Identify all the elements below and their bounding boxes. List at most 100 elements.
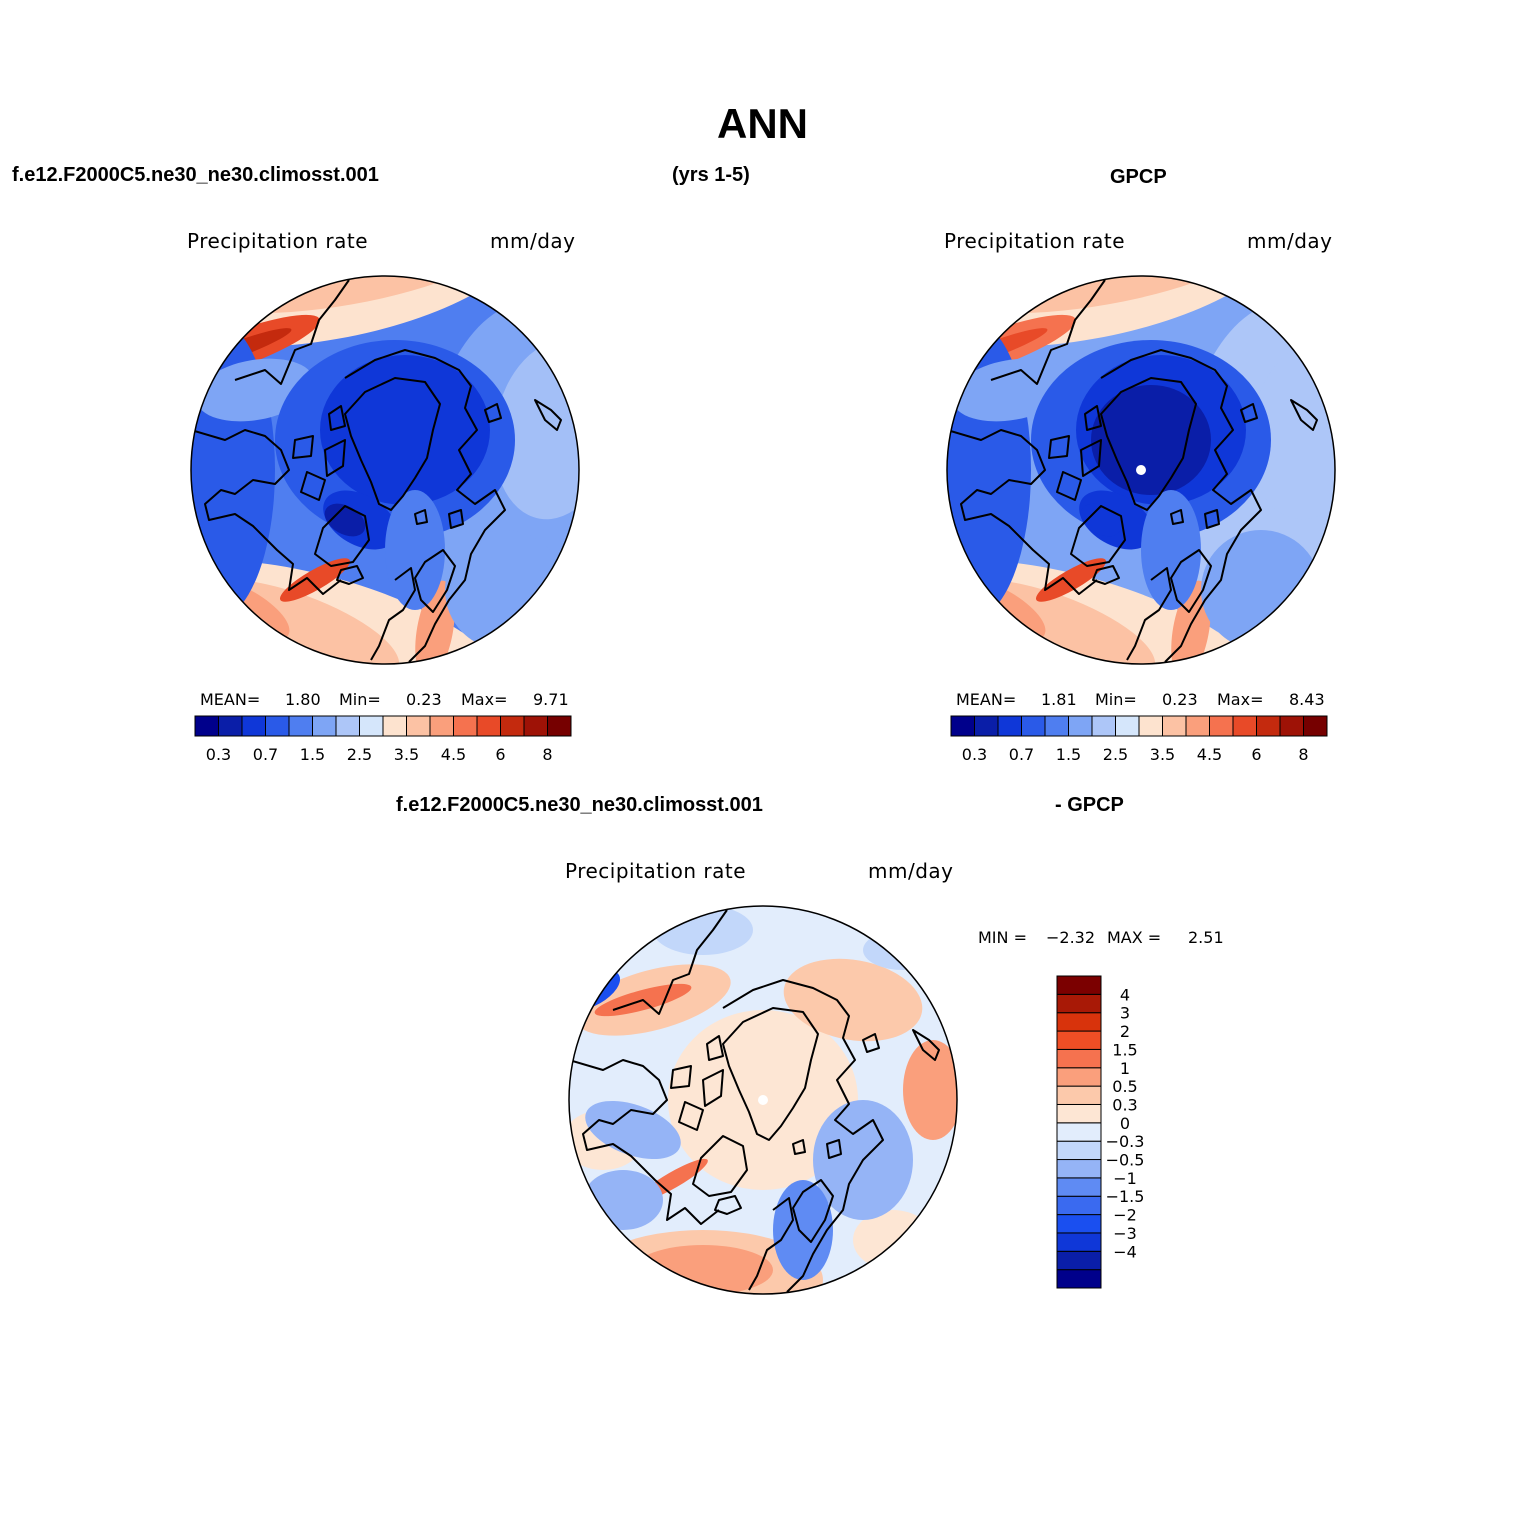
colorbar-swatch <box>288 715 313 737</box>
years-label: (yrs 1-5) <box>672 164 750 186</box>
colorbar-swatch <box>1068 715 1093 737</box>
colorbar-swatch <box>429 715 454 737</box>
colorbar-swatch <box>1056 1140 1102 1161</box>
panel2-variable: Precipitation rate <box>944 229 1125 253</box>
colorbar-swatch <box>1091 715 1116 737</box>
colorbar-swatch <box>241 715 266 737</box>
colorbar-swatch <box>476 715 501 737</box>
panel2-colorbar: 0.3 0.7 1.5 2.5 3.5 4.5 6 8 <box>950 715 1328 764</box>
pole-marker <box>1136 465 1146 475</box>
panel3-polar-map <box>568 905 958 1295</box>
colorbar-tick-label: 1.5 <box>300 745 325 764</box>
colorbar-tick-label: 0.3 <box>206 745 231 764</box>
colorbar-tick-label: 4.5 <box>441 745 466 764</box>
colorbar-tick-label: 0.7 <box>1009 745 1034 764</box>
case-name-bottom: f.e12.F2000C5.ne30_ne30.climosst.001 <box>396 794 763 816</box>
colorbar-tick-label: 2.5 <box>347 745 372 764</box>
colorbar-tick-label: −0.5 <box>1106 1151 1145 1170</box>
colorbar-swatch <box>974 715 999 737</box>
colorbar-swatch <box>406 715 431 737</box>
panel1-min-value: 0.23 <box>406 690 442 709</box>
colorbar-tick-label: 3.5 <box>394 745 419 764</box>
colorbar-swatch <box>1056 1232 1102 1252</box>
colorbar-tick-label: 3.5 <box>1150 745 1175 764</box>
colorbar-tick-label: 4.5 <box>1197 745 1222 764</box>
colorbar-swatch <box>1056 1269 1102 1289</box>
colorbar-swatch <box>1303 715 1328 737</box>
case-name-top: f.e12.F2000C5.ne30_ne30.climosst.001 <box>12 164 379 186</box>
panel3-variable: Precipitation rate <box>565 859 746 883</box>
colorbar-swatch <box>1056 1122 1102 1142</box>
colorbar-swatch <box>1056 1195 1102 1216</box>
colorbar-tick-label: 3 <box>1120 1004 1130 1023</box>
colorbar-swatch <box>500 715 525 737</box>
panel1-units: mm/day <box>490 229 576 253</box>
colorbar-tick-label: 8 <box>1298 745 1308 764</box>
colorbar-swatch <box>1115 715 1140 737</box>
colorbar-swatch <box>1256 715 1281 737</box>
panel3-max-value: 2.51 <box>1188 928 1224 947</box>
obs-name-top: GPCP <box>1110 166 1167 188</box>
panel2-max-label: Max= <box>1217 690 1264 709</box>
colorbar-swatch <box>1056 1085 1102 1105</box>
colorbar-tick-label: 4 <box>1120 985 1130 1004</box>
panel1-colorbar: 0.3 0.7 1.5 2.5 3.5 4.5 6 8 <box>194 715 572 764</box>
colorbar-tick-label: −4 <box>1113 1242 1137 1261</box>
colorbar-swatch <box>1056 1159 1102 1179</box>
colorbar-swatch <box>453 715 478 737</box>
pole-marker <box>758 1095 768 1105</box>
colorbar-swatch <box>359 715 384 737</box>
panel1-mean-value: 1.80 <box>285 690 321 709</box>
colorbar-swatch <box>997 715 1022 737</box>
colorbar-swatch <box>1056 1177 1102 1197</box>
colorbar-swatch <box>1056 1048 1102 1069</box>
colorbar-tick-label: 0.7 <box>253 745 278 764</box>
panel2-min-label: Min= <box>1095 690 1137 709</box>
panel1-mean-label: MEAN= <box>200 690 261 709</box>
colorbar-swatch <box>194 715 219 737</box>
colorbar-swatch <box>265 715 290 737</box>
colorbar-tick-label: 0.5 <box>1112 1077 1137 1096</box>
colorbar-swatch <box>1056 975 1102 995</box>
colorbar-swatch <box>1056 1214 1102 1234</box>
colorbar-swatch <box>335 715 360 737</box>
panel3-min-label: MIN = <box>978 928 1027 947</box>
colorbar-swatch <box>1056 1012 1102 1032</box>
colorbar-tick-label: −2 <box>1113 1206 1137 1225</box>
panel2-max-value: 8.43 <box>1289 690 1325 709</box>
colorbar-swatch <box>1056 1067 1102 1087</box>
colorbar-swatch <box>1056 1250 1102 1271</box>
panel2-units: mm/day <box>1247 229 1333 253</box>
colorbar-swatch <box>1279 715 1304 737</box>
colorbar-swatch <box>382 715 407 737</box>
colorbar-swatch <box>950 715 975 737</box>
colorbar-tick-label: 1.5 <box>1112 1040 1137 1059</box>
colorbar-tick-label: 0.3 <box>962 745 987 764</box>
panel3-units: mm/day <box>868 859 954 883</box>
colorbar-tick-label: 1.5 <box>1056 745 1081 764</box>
colorbar-tick-label: 1 <box>1120 1059 1130 1078</box>
colorbar-swatch <box>1138 715 1163 737</box>
colorbar-tick-label: −1 <box>1113 1169 1137 1188</box>
colorbar-swatch <box>547 715 572 737</box>
panel2-min-value: 0.23 <box>1162 690 1198 709</box>
colorbar-tick-label: 0 <box>1120 1114 1130 1133</box>
colorbar-swatch <box>1021 715 1046 737</box>
colorbar-swatch <box>1056 993 1102 1014</box>
figure-title: ANN <box>717 100 808 147</box>
colorbar-tick-label: −3 <box>1113 1224 1137 1243</box>
colorbar-tick-label: 0.3 <box>1112 1095 1137 1114</box>
colorbar-swatch <box>1044 715 1069 737</box>
obs-name-bottom: - GPCP <box>1055 794 1124 816</box>
colorbar-tick-label: 6 <box>1251 745 1261 764</box>
panel1-max-value: 9.71 <box>533 690 569 709</box>
panel3-min-value: −2.32 <box>1046 928 1096 947</box>
colorbar-swatch <box>1056 1103 1102 1124</box>
colorbar-tick-label: 8 <box>542 745 552 764</box>
panel1-polar-map <box>190 275 580 665</box>
panel3-max-label: MAX = <box>1107 928 1162 947</box>
colorbar-swatch <box>1056 1030 1102 1050</box>
colorbar-tick-label: 6 <box>495 745 505 764</box>
colorbar-swatch <box>312 715 337 737</box>
